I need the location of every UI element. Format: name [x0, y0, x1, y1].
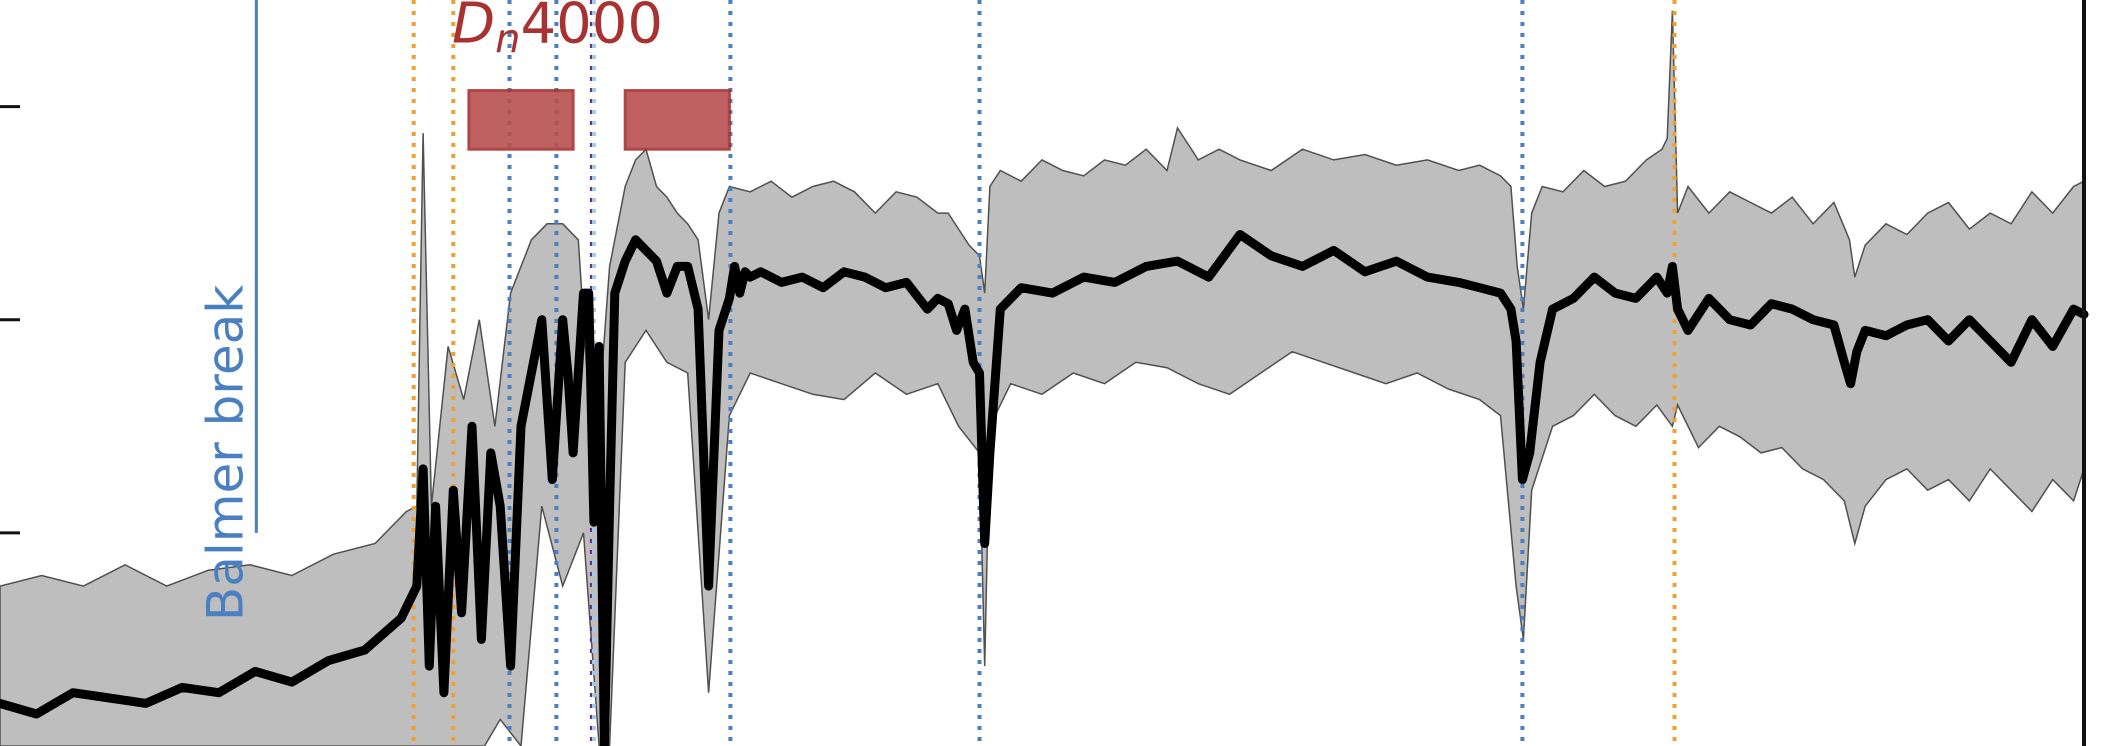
dn4000-label: Dn4000: [452, 0, 663, 63]
median-spectrum: [0, 230, 2089, 746]
dn4000-label-number: 4000: [520, 0, 663, 57]
uncertainty-band: [0, 10, 2085, 746]
uncertainty-band-layer: [0, 10, 2085, 746]
dn4000-label-subscript: n: [495, 17, 520, 63]
dn4000-window-1: [467, 89, 575, 151]
dn4000-label-d: D: [452, 0, 495, 57]
median-spectrum-layer: [0, 230, 2089, 746]
balmer-break-label: Balmer break: [196, 285, 254, 621]
annotation-layer: Balmer break Dn4000: [196, 0, 731, 621]
dn4000-window-2: [623, 89, 731, 151]
